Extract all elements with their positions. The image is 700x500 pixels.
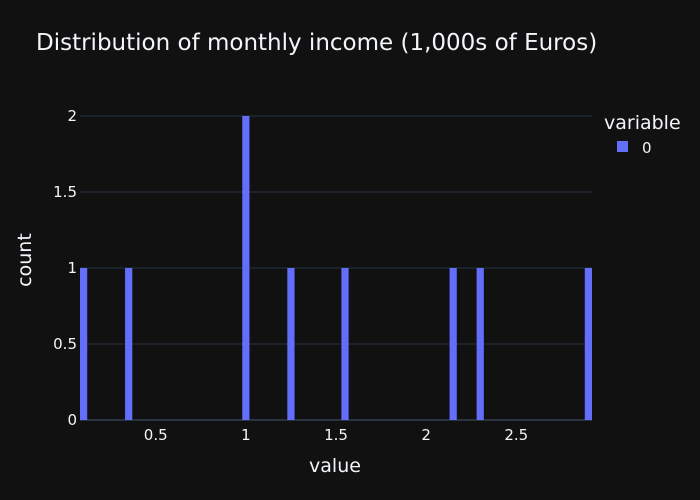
x-axis-title: value	[309, 455, 361, 477]
x-tick-label: 1.5	[324, 426, 348, 444]
y-axis-ticks: 0 0.5 1 1.5 2	[53, 107, 77, 429]
legend: variable 0	[604, 112, 681, 157]
x-tick-label: 2.5	[504, 426, 528, 444]
histogram-bar[interactable]	[449, 268, 457, 420]
legend-swatch[interactable]	[617, 141, 628, 152]
histogram-bar[interactable]	[242, 116, 250, 420]
grid-lines	[80, 115, 592, 421]
y-tick-label: 0	[67, 411, 77, 429]
bars	[80, 116, 592, 420]
x-tick-label: 2	[421, 426, 431, 444]
x-tick-label: 1	[241, 426, 251, 444]
histogram-bar[interactable]	[80, 268, 88, 420]
histogram-bar[interactable]	[125, 268, 133, 420]
y-tick-label: 1	[67, 259, 77, 277]
legend-title: variable	[604, 112, 681, 134]
histogram-bar[interactable]	[287, 268, 295, 420]
y-tick-label: 0.5	[53, 335, 77, 353]
y-tick-label: 1.5	[53, 183, 77, 201]
chart-title: Distribution of monthly income (1,000s o…	[36, 30, 597, 56]
y-axis-title: count	[14, 233, 36, 287]
x-axis-ticks: 0.5 1 1.5 2 2.5	[144, 426, 528, 444]
x-tick-label: 0.5	[144, 426, 168, 444]
histogram-bar[interactable]	[341, 268, 349, 420]
legend-item-label[interactable]: 0	[642, 139, 652, 157]
histogram-bar[interactable]	[584, 268, 592, 420]
y-tick-label: 2	[67, 107, 77, 125]
histogram-bar[interactable]	[476, 268, 484, 420]
